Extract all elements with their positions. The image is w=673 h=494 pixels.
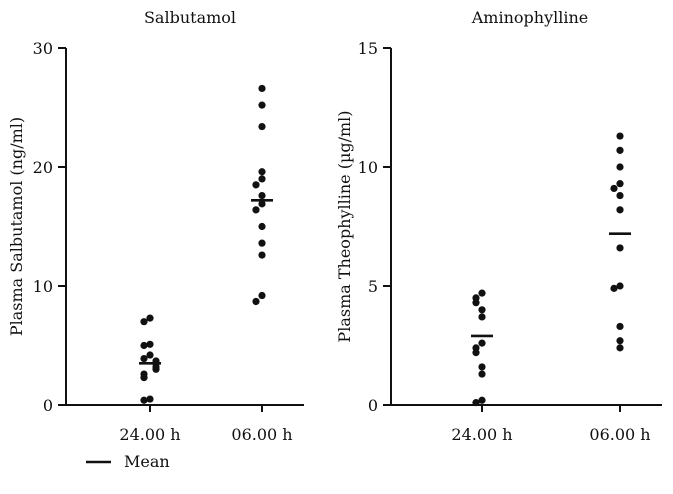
data-point xyxy=(478,339,486,347)
data-point xyxy=(258,84,266,93)
y-tick-label: 5 xyxy=(368,277,378,296)
data-point xyxy=(478,396,486,404)
data-point xyxy=(258,101,266,109)
chart-panel-2: Aminophylline Plasma Theophylline (µg/ml)… xyxy=(335,8,662,444)
data-point xyxy=(140,318,148,326)
legend-label: Mean xyxy=(124,452,170,471)
data-point xyxy=(258,291,266,300)
data-point xyxy=(616,206,624,214)
chart-title: Salbutamol xyxy=(144,8,236,27)
data-point xyxy=(146,395,154,403)
data-point xyxy=(258,122,266,131)
data-point xyxy=(472,299,480,307)
data-point xyxy=(616,322,624,331)
data-point xyxy=(140,341,148,350)
x-tick-label: 24.00 h xyxy=(119,425,180,444)
y-tick-label: 0 xyxy=(43,396,53,415)
data-point xyxy=(258,200,266,208)
data-point xyxy=(140,396,148,404)
data-point xyxy=(258,191,266,200)
data-point xyxy=(258,175,266,183)
data-point xyxy=(140,354,148,363)
x-tick-label: 24.00 h xyxy=(451,425,512,444)
chart-panels: Salbutamol Plasma Salbutamol (ng/ml) 0 10 20… xyxy=(7,8,662,444)
data-point xyxy=(152,365,160,373)
data-point xyxy=(610,284,618,292)
data-point xyxy=(616,344,624,352)
data-point xyxy=(146,340,154,348)
data-point xyxy=(146,351,154,359)
y-tick-label: 10 xyxy=(33,277,53,296)
x-tick-label: 06.00 h xyxy=(589,425,650,444)
data-point xyxy=(252,181,260,189)
data-point xyxy=(478,313,486,321)
y-tick-label: 20 xyxy=(33,158,53,177)
data-point xyxy=(616,163,624,171)
data-point xyxy=(616,191,624,200)
data-point xyxy=(616,337,624,345)
y-tick-label: 15 xyxy=(358,39,378,58)
y-tick-label: 0 xyxy=(368,396,378,415)
legend: Mean xyxy=(86,452,170,471)
data-point xyxy=(616,146,624,154)
data-point xyxy=(478,363,486,371)
data-point xyxy=(252,297,260,306)
x-tick-label: 06.00 h xyxy=(231,425,292,444)
data-point xyxy=(258,239,266,247)
data-point xyxy=(146,314,154,322)
chart-panel-1: Salbutamol Plasma Salbutamol (ng/ml) 0 10 20… xyxy=(7,8,304,444)
data-point xyxy=(616,282,624,290)
data-point xyxy=(252,206,260,214)
y-axis-label: Plasma Salbutamol (ng/ml) xyxy=(7,117,26,336)
data-point xyxy=(478,306,486,314)
data-point xyxy=(472,399,480,407)
data-point xyxy=(478,289,486,297)
data-point xyxy=(140,374,148,382)
data-point xyxy=(472,349,480,357)
chart-title: Aminophylline xyxy=(471,8,589,27)
data-point xyxy=(258,251,266,259)
data-point xyxy=(258,222,266,231)
y-axis-label: Plasma Theophylline (µg/ml) xyxy=(335,110,354,342)
data-point xyxy=(616,180,624,188)
y-tick-label: 30 xyxy=(33,39,53,58)
data-point xyxy=(478,370,486,378)
data-point xyxy=(616,244,624,252)
y-tick-label: 10 xyxy=(358,158,378,177)
data-point xyxy=(258,168,266,176)
data-point xyxy=(616,132,624,140)
data-point xyxy=(610,184,618,193)
